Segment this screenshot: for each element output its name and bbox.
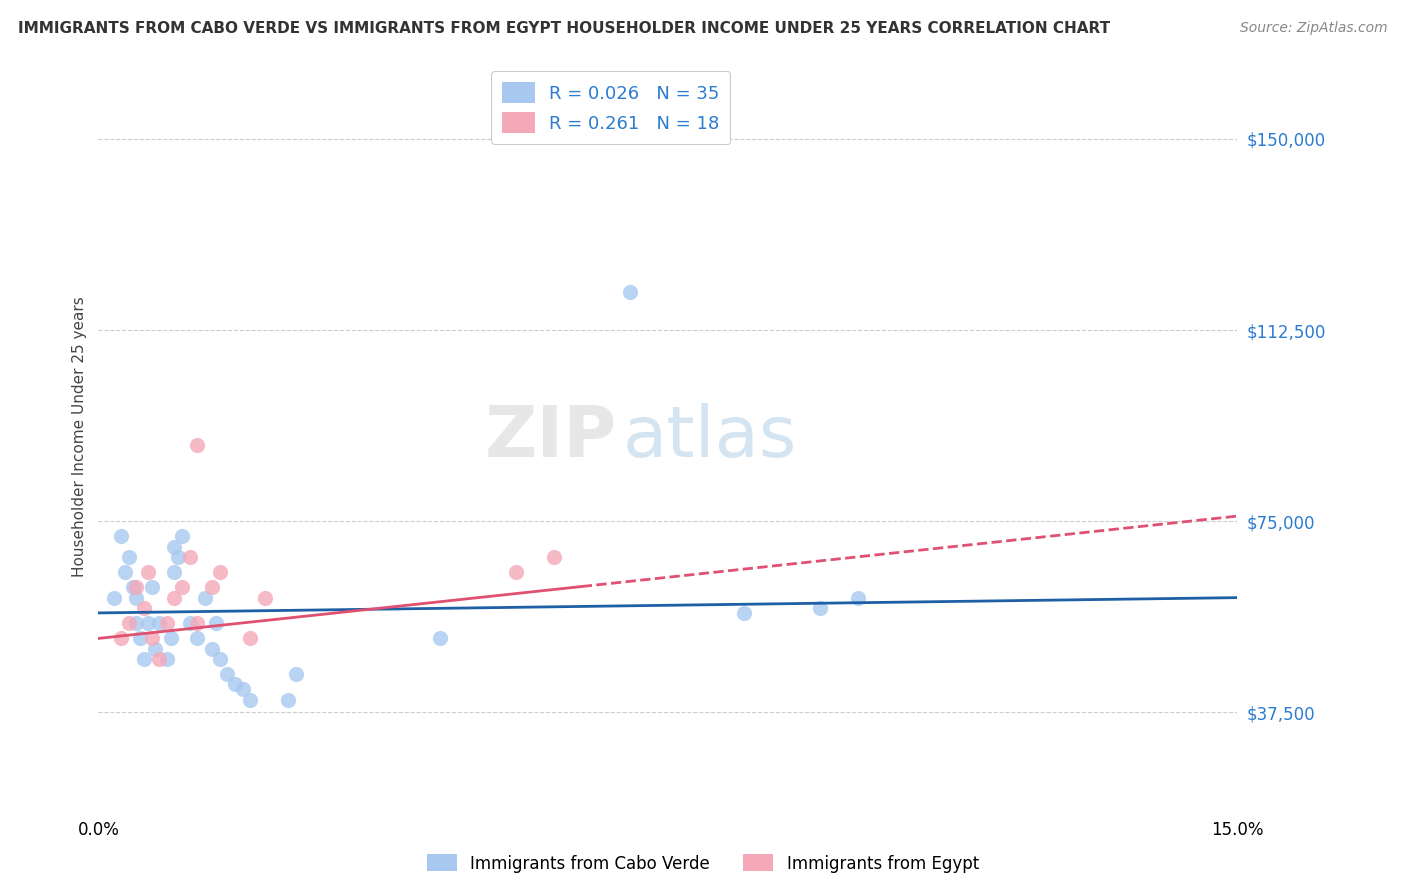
Point xyxy=(208,652,231,666)
Point xyxy=(141,581,163,595)
Point xyxy=(129,632,152,646)
Point xyxy=(163,591,186,605)
Point xyxy=(239,632,262,646)
Point xyxy=(254,591,277,605)
Point xyxy=(121,581,143,595)
Point xyxy=(239,692,262,706)
Point xyxy=(114,565,136,579)
Point xyxy=(808,600,831,615)
Text: ZIP: ZIP xyxy=(484,402,617,472)
Point xyxy=(110,632,132,646)
Point xyxy=(170,581,193,595)
Point xyxy=(156,652,179,666)
Legend: Immigrants from Cabo Verde, Immigrants from Egypt: Immigrants from Cabo Verde, Immigrants f… xyxy=(420,847,986,880)
Text: Source: ZipAtlas.com: Source: ZipAtlas.com xyxy=(1240,21,1388,35)
Point xyxy=(186,616,208,631)
Point xyxy=(132,600,155,615)
Point xyxy=(186,632,208,646)
Point xyxy=(179,549,201,564)
Text: IMMIGRANTS FROM CABO VERDE VS IMMIGRANTS FROM EGYPT HOUSEHOLDER INCOME UNDER 25 : IMMIGRANTS FROM CABO VERDE VS IMMIGRANTS… xyxy=(18,21,1111,36)
Point xyxy=(217,667,239,681)
Point xyxy=(194,591,217,605)
Point xyxy=(733,606,755,620)
Point xyxy=(179,616,201,631)
Point xyxy=(145,641,167,656)
Point xyxy=(163,565,186,579)
Point xyxy=(141,632,163,646)
Point xyxy=(167,549,190,564)
Y-axis label: Householder Income Under 25 years: Householder Income Under 25 years xyxy=(72,297,87,577)
Point xyxy=(846,591,869,605)
Point xyxy=(125,581,148,595)
Point xyxy=(148,616,170,631)
Point xyxy=(148,652,170,666)
Point xyxy=(118,616,141,631)
Point xyxy=(201,581,224,595)
Point xyxy=(136,616,159,631)
Point xyxy=(543,549,565,564)
Point xyxy=(232,682,254,697)
Point xyxy=(201,641,224,656)
Legend: R = 0.026   N = 35, R = 0.261   N = 18: R = 0.026 N = 35, R = 0.261 N = 18 xyxy=(492,71,730,144)
Point xyxy=(619,285,641,299)
Point xyxy=(125,616,148,631)
Point xyxy=(159,632,181,646)
Point xyxy=(170,529,193,543)
Point xyxy=(110,529,132,543)
Point xyxy=(429,632,451,646)
Point xyxy=(125,591,148,605)
Point xyxy=(277,692,299,706)
Point xyxy=(205,616,228,631)
Point xyxy=(136,565,159,579)
Point xyxy=(118,549,141,564)
Text: atlas: atlas xyxy=(623,402,797,472)
Point xyxy=(224,677,246,691)
Point xyxy=(208,565,231,579)
Point xyxy=(186,438,208,452)
Point xyxy=(132,652,155,666)
Point xyxy=(156,616,179,631)
Point xyxy=(103,591,125,605)
Point xyxy=(163,540,186,554)
Point xyxy=(505,565,527,579)
Point xyxy=(284,667,307,681)
